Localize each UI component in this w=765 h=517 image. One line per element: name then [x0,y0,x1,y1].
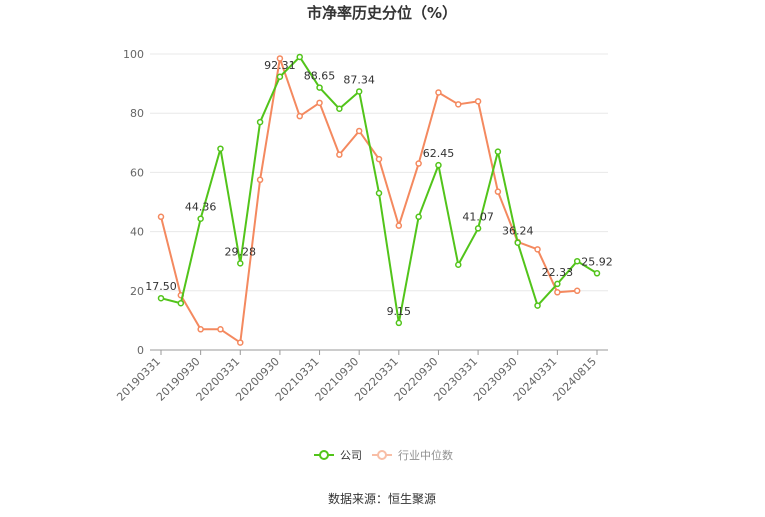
x-axis: 2019033120190930202003312020093020210331… [114,349,608,404]
data-point-1 [256,176,264,184]
data-point-1 [455,101,462,108]
data-labels: 17.50 44.36 29.28 92.31 88.65 87.34 9.15 62.45 4… [145,59,613,318]
data-point-1 [157,213,165,221]
series-line-1 [160,57,578,344]
data-label: 88.65 [304,70,336,83]
data-point-1 [554,289,561,296]
data-point-1 [375,155,383,163]
data-point-1 [534,246,541,253]
series-layer [157,53,601,346]
data-point-0 [316,84,323,91]
y-tick-label: 20 [130,285,144,298]
data-point-0 [355,88,363,95]
data-label: 44.36 [185,201,217,214]
data-point-0 [336,105,343,113]
legend-swatch-marker [377,450,387,460]
y-tick-label: 0 [137,344,144,357]
y-axis: 0 20 40 60 80 100 [123,48,144,357]
data-point-1 [316,99,323,107]
data-point-0 [573,257,581,265]
data-label: 17.50 [145,280,177,293]
data-point-1 [415,160,422,167]
data-point-0 [514,239,521,246]
data-point-0 [237,260,244,267]
data-point-0 [177,299,185,307]
y-tick-label: 60 [130,166,144,179]
data-label: 29.28 [225,245,257,258]
source-note: 数据来源：恒生聚源 [328,491,436,506]
data-point-0 [157,294,165,302]
data-point-1 [435,89,442,96]
data-label: 92.31 [264,59,296,72]
data-label: 87.34 [343,73,375,86]
data-point-0 [435,161,442,169]
data-point-1 [573,287,581,295]
legend-swatch-marker [319,450,329,460]
data-point-0 [593,270,601,277]
data-point-0 [197,215,204,222]
data-point-1 [474,98,482,105]
data-point-0 [276,73,284,81]
data-point-0 [494,148,502,155]
legend[interactable]: 公司 行业中位数 [314,448,453,462]
data-point-0 [296,53,303,61]
legend-item-1[interactable]: 行业中位数 [372,448,453,462]
legend-item-0[interactable]: 公司 [314,449,362,462]
y-tick-label: 100 [123,48,144,61]
data-point-0 [474,225,482,232]
data-point-1 [296,112,303,120]
legend-label: 行业中位数 [398,448,453,462]
data-point-1 [197,326,204,333]
data-point-0 [415,213,422,221]
data-point-0 [256,118,264,126]
data-point-1 [276,55,284,62]
data-point-0 [217,145,224,152]
chart-title: 市净率历史分位（%） [307,4,457,22]
data-point-0 [534,302,541,309]
y-tick-label: 80 [130,107,144,120]
data-point-0 [554,280,561,288]
data-label: 22.33 [542,266,574,279]
data-point-1 [355,127,363,135]
data-label: 9.15 [387,305,412,318]
grid-lines [150,53,608,292]
data-point-1 [336,151,343,158]
data-point-1 [217,326,224,333]
data-label: 25.92 [581,255,613,268]
data-point-0 [395,319,403,327]
legend-label: 公司 [340,449,362,462]
x-tick-label: 20240815 [550,355,599,404]
data-point-1 [494,188,502,195]
y-tick-label: 40 [130,226,144,239]
data-label: 36.24 [502,225,534,238]
data-point-1 [395,222,403,229]
data-point-1 [237,339,244,346]
data-label: 41.07 [462,210,494,223]
data-point-0 [375,189,383,197]
data-point-0 [455,261,462,269]
data-label: 62.45 [423,147,455,160]
